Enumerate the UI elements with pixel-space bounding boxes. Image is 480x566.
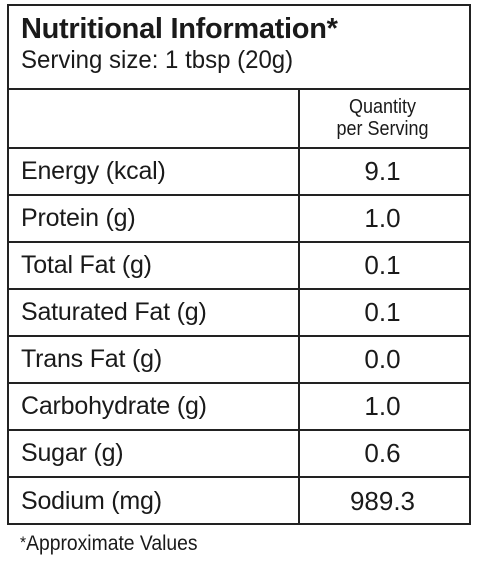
nutrient-value: 0.0: [299, 336, 469, 384]
nutrient-value: 0.6: [299, 430, 469, 478]
serving-size: Serving size: 1 tbsp (20g): [21, 46, 294, 74]
nutrient-value: 0.1: [299, 242, 469, 290]
nutrient-name: Total Fat (g): [9, 242, 300, 290]
table-row: Protein (g) 1.0: [9, 195, 469, 243]
quantity-header-line1: Quantity: [348, 95, 417, 118]
table-row: Sodium (mg) 989.3: [9, 477, 469, 524]
nutrient-name: Protein (g): [9, 195, 300, 243]
table-header-row: Quantity per Serving: [9, 88, 469, 149]
header-blank-cell: [9, 88, 300, 149]
nutrient-name: Sugar (g): [9, 430, 300, 478]
footnote-text: Approximate Values: [26, 532, 198, 555]
nutrient-value: 1.0: [299, 383, 469, 431]
nutrient-name: Trans Fat (g): [9, 336, 300, 384]
footnote: *Approximate Values: [20, 531, 198, 557]
nutrient-value: 989.3: [349, 485, 416, 516]
nutrient-name: Saturated Fat (g): [9, 289, 300, 337]
nutrient-name: Carbohydrate (g): [9, 383, 300, 431]
nutrition-table: Quantity per Serving Energy (kcal) 9.1 P…: [9, 88, 469, 524]
table-row: Sugar (g) 0.6: [9, 430, 469, 478]
table-row: Total Fat (g) 0.1: [9, 242, 469, 290]
label-title: Nutritional Information*: [21, 13, 338, 45]
nutrient-name: Sodium (mg): [9, 477, 300, 524]
nutrient-value: 1.0: [299, 195, 469, 243]
footnote-asterisk: *: [20, 533, 27, 552]
label-header: Nutritional Information* Serving size: 1…: [9, 6, 469, 90]
table-row: Energy (kcal) 9.1: [9, 148, 469, 196]
table-row: Saturated Fat (g) 0.1: [9, 289, 469, 337]
nutrient-value: 0.1: [299, 289, 469, 337]
quantity-header-cell: Quantity per Serving: [299, 88, 469, 149]
table-row: Carbohydrate (g) 1.0: [9, 383, 469, 431]
nutrient-value: 9.1: [299, 148, 469, 196]
quantity-header-line2: per Serving: [336, 117, 429, 140]
nutrient-name: Energy (kcal): [9, 148, 300, 196]
nutrition-label: Nutritional Information* Serving size: 1…: [7, 4, 471, 525]
table-row: Trans Fat (g) 0.0: [9, 336, 469, 384]
